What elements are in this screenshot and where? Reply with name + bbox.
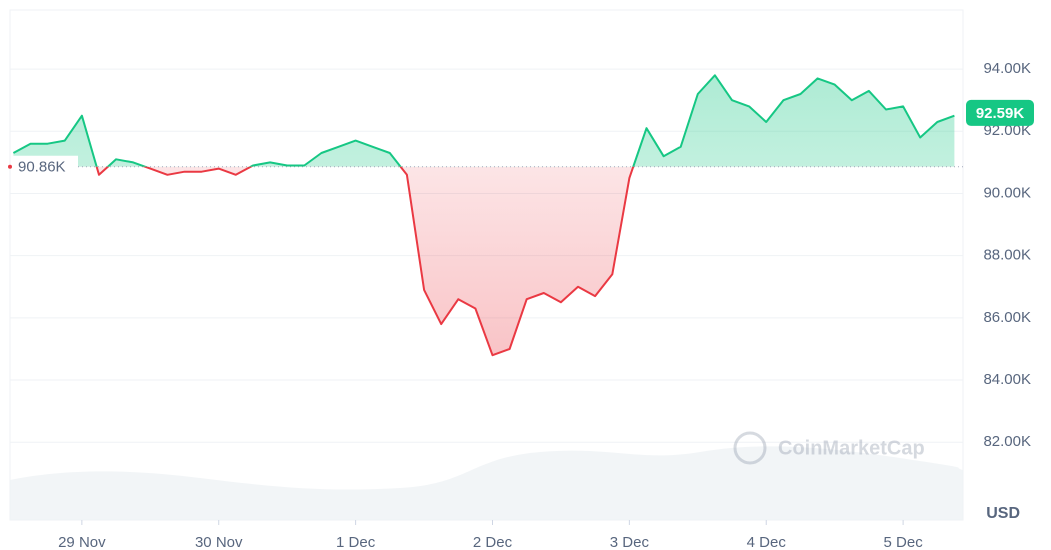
area-below <box>13 166 955 356</box>
y-tick-label: 94.00K <box>983 60 1031 77</box>
price-line-up <box>12 74 955 167</box>
plot <box>10 74 963 357</box>
y-tick-label: 92.00K <box>983 122 1031 139</box>
baseline-dot <box>8 164 12 169</box>
area-above <box>13 75 955 167</box>
baseline-label-bg <box>12 155 78 178</box>
last-price-label: 92.59K <box>976 105 1025 122</box>
x-tick-label: 2 Dec <box>473 534 513 550</box>
x-tick-label: 29 Nov <box>58 534 106 550</box>
x-tick-label: 3 Dec <box>610 534 650 550</box>
y-tick-label: 82.00K <box>983 433 1031 450</box>
x-tick-label: 5 Dec <box>884 534 924 550</box>
baseline-label: 90.86K <box>18 159 66 176</box>
x-tick-label: 30 Nov <box>195 534 243 550</box>
y-tick-label: 88.00K <box>983 247 1031 264</box>
x-tick-label: 1 Dec <box>336 534 376 550</box>
watermark-logo <box>733 431 767 465</box>
x-tick-label: 4 Dec <box>747 534 787 550</box>
y-tick-label: 84.00K <box>983 371 1031 388</box>
watermark: CoinMarketCap <box>733 431 925 465</box>
y-axis-label: USD <box>986 505 1020 522</box>
y-tick-label: 90.00K <box>983 184 1031 201</box>
y-tick-label: 86.00K <box>983 309 1031 326</box>
last-price-badge <box>966 99 1034 126</box>
watermark-text: CoinMarketCap <box>778 437 925 459</box>
volume-area <box>10 446 963 520</box>
price-line-down <box>95 166 635 357</box>
